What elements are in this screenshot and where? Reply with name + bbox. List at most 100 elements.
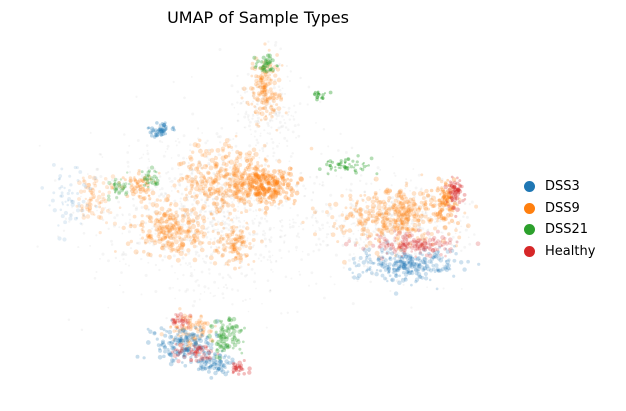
scatter-point	[232, 216, 235, 219]
scatter-point	[390, 277, 396, 283]
scatter-point	[175, 325, 179, 329]
scatter-point	[256, 100, 260, 103]
scatter-point	[80, 328, 84, 332]
scatter-point	[172, 215, 176, 218]
scatter-point	[248, 232, 251, 235]
scatter-point	[107, 187, 110, 190]
scatter-point	[209, 157, 215, 163]
scatter-point	[231, 257, 236, 263]
scatter-point	[261, 302, 263, 305]
scatter-point	[265, 97, 270, 101]
scatter-point	[322, 128, 326, 131]
scatter-point	[255, 98, 258, 101]
scatter-point	[227, 143, 232, 148]
scatter-point	[397, 190, 401, 194]
scatter-point	[374, 196, 379, 201]
scatter-point	[222, 215, 225, 218]
scatter-point	[219, 206, 222, 209]
scatter-point	[443, 236, 447, 240]
scatter-point	[428, 198, 435, 204]
scatter-point	[384, 210, 389, 215]
scatter-point	[231, 225, 236, 230]
scatter-point	[366, 260, 370, 264]
scatter-point	[138, 195, 143, 200]
scatter-point	[260, 168, 266, 173]
scatter-point	[448, 187, 451, 191]
scatter-point	[160, 237, 165, 242]
scatter-point	[254, 181, 259, 185]
scatter-point	[443, 190, 446, 192]
scatter-point	[436, 225, 439, 228]
scatter-point	[267, 189, 273, 194]
scatter-point	[300, 258, 303, 261]
scatter-point	[198, 338, 204, 344]
scatter-point	[433, 214, 437, 218]
scatter-point	[388, 204, 391, 207]
scatter-point	[129, 239, 133, 244]
scatter-point	[196, 162, 202, 168]
scatter-point	[385, 227, 391, 233]
scatter-point	[286, 144, 289, 148]
scatter-point	[373, 219, 377, 223]
scatter-point	[404, 226, 409, 232]
scatter-point	[328, 165, 331, 168]
scatter-point	[82, 214, 86, 217]
scatter-point	[266, 181, 271, 186]
scatter-point	[248, 190, 253, 195]
scatter-point	[202, 325, 206, 329]
scatter-point	[169, 226, 174, 231]
scatter-point	[260, 186, 266, 192]
scatter-point	[254, 120, 258, 124]
scatter-point	[440, 238, 446, 244]
scatter-point	[227, 172, 232, 177]
scatter-point	[205, 254, 209, 258]
scatter-point	[404, 211, 409, 216]
scatter-point	[241, 299, 245, 303]
scatter-point	[418, 251, 422, 256]
scatter-point	[92, 181, 97, 186]
scatter-point	[387, 262, 392, 267]
scatter-point	[63, 220, 68, 225]
scatter-point	[362, 233, 366, 236]
scatter-point	[221, 243, 225, 247]
scatter-point	[423, 266, 428, 271]
scatter-point	[249, 67, 253, 70]
scatter-point	[356, 263, 361, 268]
scatter-point	[199, 315, 204, 319]
scatter-point	[112, 224, 116, 228]
scatter-point	[221, 175, 226, 179]
scatter-point	[102, 210, 105, 214]
scatter-point	[198, 328, 203, 333]
scatter-point	[315, 176, 319, 179]
scatter-point	[409, 263, 414, 268]
scatter-point	[207, 189, 212, 193]
scatter-point	[160, 187, 164, 191]
scatter-point	[263, 88, 267, 92]
scatter-point	[247, 185, 251, 188]
scatter-point	[182, 134, 186, 138]
scatter-point	[106, 179, 109, 183]
scatter-point	[157, 354, 163, 360]
scatter-point	[197, 242, 200, 245]
scatter-point	[421, 227, 425, 231]
scatter-point	[354, 237, 358, 241]
scatter-point	[262, 67, 267, 72]
scatter-point	[207, 240, 212, 246]
scatter-point	[246, 191, 252, 197]
scatter-point	[221, 292, 225, 296]
scatter-point	[241, 246, 245, 249]
scatter-point	[255, 138, 259, 142]
scatter-point	[230, 242, 233, 245]
scatter-point	[414, 212, 419, 217]
scatter-point	[109, 186, 114, 190]
scatter-point	[216, 184, 219, 187]
scatter-point	[158, 218, 165, 224]
scatter-point	[185, 157, 188, 160]
scatter-point	[366, 247, 371, 252]
scatter-point	[256, 91, 262, 96]
scatter-point	[185, 288, 189, 292]
scatter-point	[295, 249, 298, 252]
scatter-point	[234, 144, 238, 148]
scatter-point	[359, 238, 362, 241]
scatter-point	[425, 242, 429, 246]
